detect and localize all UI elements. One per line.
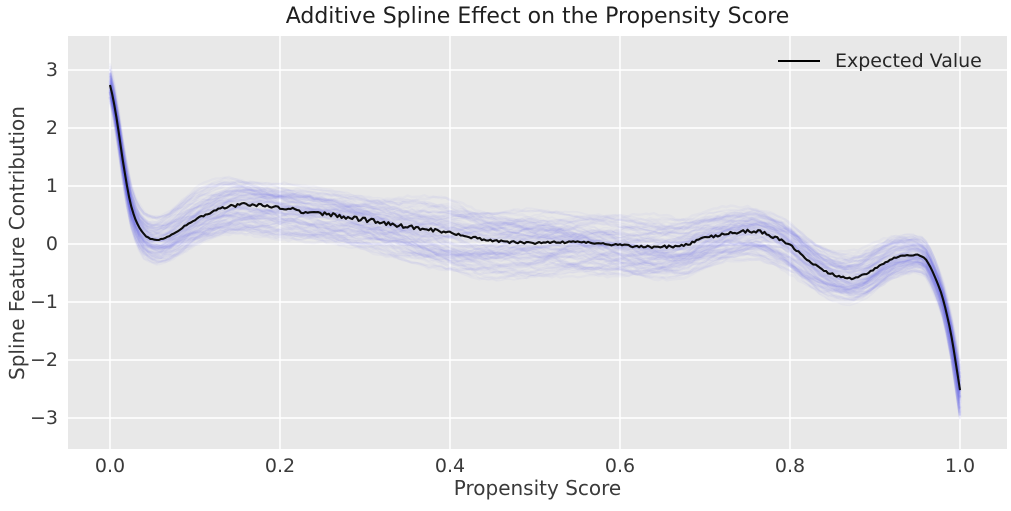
x-tick-label: 1.0 bbox=[944, 455, 976, 477]
y-tick-label: 2 bbox=[45, 116, 58, 139]
x-tick-label: 0.2 bbox=[264, 455, 296, 477]
x-tick-label: 0.4 bbox=[434, 455, 466, 477]
gridlines bbox=[68, 36, 1007, 449]
y-tick-label: −3 bbox=[29, 407, 58, 430]
x-axis-label: Propensity Score bbox=[453, 476, 622, 500]
y-tick-label: −1 bbox=[29, 291, 58, 313]
x-tick-label: 0.8 bbox=[774, 455, 806, 477]
legend: Expected Value bbox=[778, 48, 982, 74]
y-tick-label: 3 bbox=[45, 58, 58, 81]
chart-title: Additive Spline Effect on the Propensity… bbox=[285, 4, 790, 29]
expected-value-line bbox=[108, 84, 962, 391]
posterior-samples-band bbox=[108, 63, 962, 420]
x-tick-label: 0.6 bbox=[604, 455, 636, 477]
x-tick-label: 0.0 bbox=[94, 455, 126, 477]
legend-label: Expected Value bbox=[835, 50, 982, 72]
legend-line-icon bbox=[778, 59, 820, 63]
y-tick-label: 0 bbox=[45, 233, 58, 255]
y-tick-label: 1 bbox=[45, 175, 58, 197]
y-tick-label: −2 bbox=[29, 349, 58, 372]
